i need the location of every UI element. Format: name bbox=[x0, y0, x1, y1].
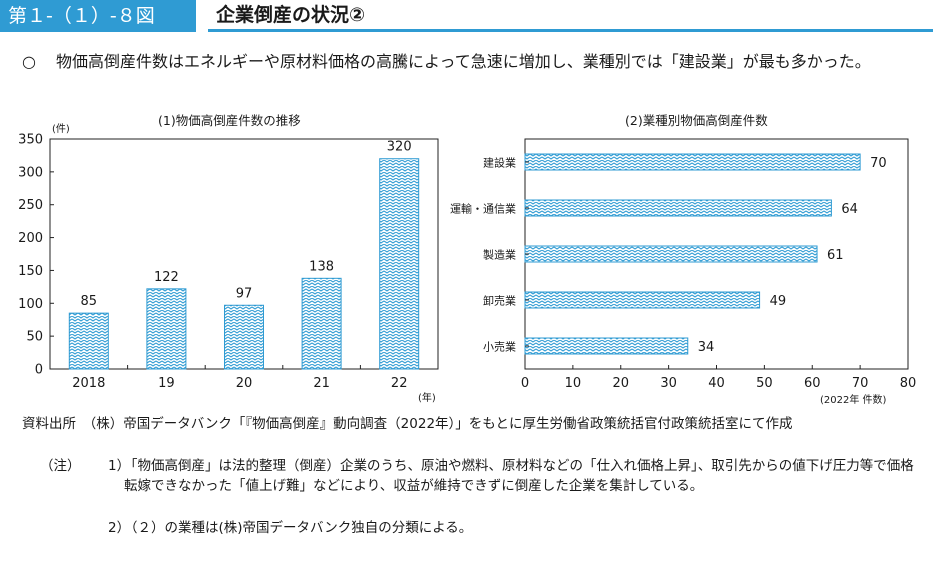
y-tick-label: 300 bbox=[18, 165, 43, 180]
x-tick-label: 30 bbox=[660, 376, 677, 391]
figure-label: 第１-（１）-８図 bbox=[0, 0, 196, 32]
y-category-label: 製造業 bbox=[483, 248, 516, 262]
x-tick-label: 19 bbox=[158, 376, 175, 391]
y-tick-label: 0 bbox=[35, 363, 43, 378]
bar bbox=[524, 153, 861, 171]
bar bbox=[146, 288, 187, 370]
note-label: （注） bbox=[40, 458, 81, 474]
industry-bar-chart: 0 10 20 30 40 50 60 70 80 70 建設業 64 運輸・通信業 61 製造業 49 卸売業… bbox=[450, 138, 917, 406]
x-tick-label: 2018 bbox=[72, 376, 105, 391]
y-category-label: 運輸・通信業 bbox=[450, 202, 516, 216]
bar-value-label: 122 bbox=[154, 270, 179, 285]
y-tick-label: 100 bbox=[18, 297, 43, 312]
lead-text: ○ 物価高倒産件数はエネルギーや原材料価格の高騰によって急速に増加し、業種別では… bbox=[22, 50, 912, 73]
y-category-label: 卸売業 bbox=[483, 294, 516, 308]
source-note: 資料出所 （株）帝国データバンク「『物価高倒産』動向調査（2022年）」をもとに… bbox=[22, 416, 793, 432]
lead-mark: ○ bbox=[22, 52, 36, 71]
bar bbox=[379, 158, 420, 370]
x-tick-label: 20 bbox=[612, 376, 629, 391]
note-1-number: 1） bbox=[108, 458, 131, 474]
bar-value-label: 34 bbox=[698, 340, 715, 355]
annual-bar-chart: 0 50 100 150 200 250 300 350 (件) 85 2018 122 19 97 20 1… bbox=[18, 123, 439, 404]
x-tick-label: 40 bbox=[708, 376, 725, 391]
figure-header: 第１-（１）-８図 企業倒産の状況② bbox=[0, 0, 933, 36]
left-chart-title: (1)物価高倒産件数の推移 bbox=[158, 113, 301, 128]
y-tick-label: 250 bbox=[18, 198, 43, 213]
bar bbox=[524, 291, 761, 309]
bar-value-label: 49 bbox=[770, 294, 787, 309]
y-tick-label: 350 bbox=[18, 133, 43, 148]
bar bbox=[524, 199, 832, 217]
x-tick-label: 80 bbox=[900, 376, 917, 391]
bar-value-label: 320 bbox=[387, 140, 412, 155]
y-unit: (件) bbox=[52, 123, 70, 135]
bar bbox=[68, 312, 109, 370]
bar-value-label: 97 bbox=[236, 286, 253, 301]
y-category-label: 小売業 bbox=[483, 341, 516, 354]
y-tick-label: 150 bbox=[18, 264, 43, 279]
x-unit: (年) bbox=[418, 391, 436, 404]
x-tick-label: 50 bbox=[756, 376, 773, 391]
bar-value-label: 61 bbox=[827, 248, 844, 263]
bar-value-label: 70 bbox=[870, 156, 887, 171]
x-tick-label: 21 bbox=[313, 376, 330, 391]
bar-value-label: 64 bbox=[841, 202, 858, 217]
note-2-number: 2） bbox=[108, 520, 131, 536]
x-tick-label: 22 bbox=[391, 376, 408, 391]
note-1-text: 「物価高倒産」は法的整理（倒産）企業のうち、原油や燃料、原材料などの「仕入れ価格… bbox=[124, 458, 914, 494]
x-tick-label: 20 bbox=[236, 376, 253, 391]
x-unit: (2022年 件数) bbox=[820, 393, 887, 406]
x-tick-label: 70 bbox=[852, 376, 869, 391]
bar-value-label: 138 bbox=[309, 259, 334, 274]
x-tick-label: 60 bbox=[804, 376, 821, 391]
bar-value-label: 85 bbox=[81, 294, 98, 309]
y-tick-label: 200 bbox=[18, 231, 43, 246]
note-2-text: （２）の業種は(株)帝国データバンク独自の分類による。 bbox=[124, 520, 473, 536]
bar bbox=[524, 245, 818, 263]
y-tick-label: 50 bbox=[26, 330, 43, 345]
bar bbox=[301, 277, 342, 370]
x-tick-label: 0 bbox=[521, 376, 529, 391]
lead-body: 物価高倒産件数はエネルギーや原材料価格の高騰によって急速に増加し、業種別では「建… bbox=[56, 52, 871, 71]
y-category-label: 建設業 bbox=[483, 156, 516, 170]
right-chart-title: (2)業種別物価高倒産件数 bbox=[625, 113, 768, 128]
x-tick-label: 10 bbox=[565, 376, 582, 391]
bar bbox=[524, 337, 689, 355]
bar bbox=[224, 304, 264, 370]
figure-title: 企業倒産の状況② bbox=[208, 0, 933, 32]
